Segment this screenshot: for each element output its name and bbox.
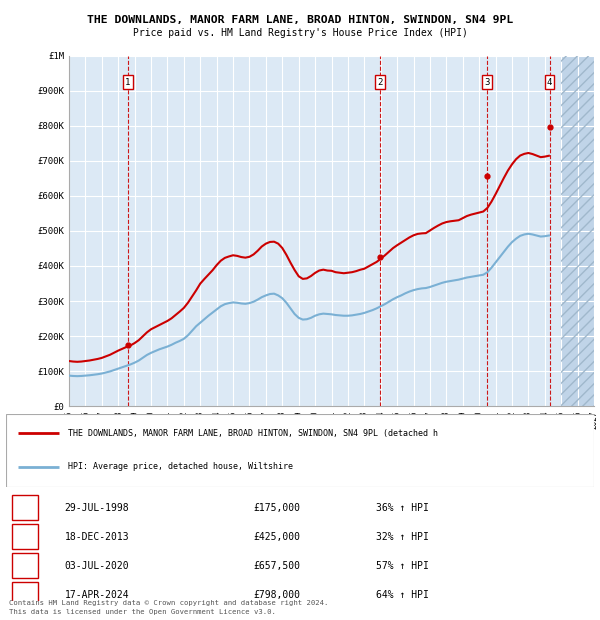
Text: £175,000: £175,000	[253, 503, 300, 513]
Text: THE DOWNLANDS, MANOR FARM LANE, BROAD HINTON, SWINDON, SN4 9PL (detached h: THE DOWNLANDS, MANOR FARM LANE, BROAD HI…	[68, 429, 438, 438]
Text: THE DOWNLANDS, MANOR FARM LANE, BROAD HINTON, SWINDON, SN4 9PL: THE DOWNLANDS, MANOR FARM LANE, BROAD HI…	[87, 16, 513, 25]
Text: 29-JUL-1998: 29-JUL-1998	[65, 503, 130, 513]
Text: 03-JUL-2020: 03-JUL-2020	[65, 560, 130, 570]
Text: 2: 2	[22, 532, 28, 542]
Text: 3: 3	[485, 78, 490, 87]
Text: 32% ↑ HPI: 32% ↑ HPI	[376, 532, 430, 542]
Text: £425,000: £425,000	[253, 532, 300, 542]
Text: 1: 1	[125, 78, 130, 87]
Text: Price paid vs. HM Land Registry's House Price Index (HPI): Price paid vs. HM Land Registry's House …	[133, 28, 467, 38]
Text: 18-DEC-2013: 18-DEC-2013	[65, 532, 130, 542]
FancyBboxPatch shape	[12, 554, 38, 578]
Text: 64% ↑ HPI: 64% ↑ HPI	[376, 590, 430, 600]
Text: 1: 1	[22, 503, 28, 513]
Text: £798,000: £798,000	[253, 590, 300, 600]
Bar	[561, 56, 594, 406]
Text: 3: 3	[22, 560, 28, 570]
Text: 4: 4	[22, 590, 28, 600]
Text: This data is licensed under the Open Government Licence v3.0.: This data is licensed under the Open Gov…	[9, 609, 276, 615]
Text: 4: 4	[547, 78, 552, 87]
Bar	[561, 56, 594, 406]
FancyBboxPatch shape	[12, 495, 38, 520]
FancyBboxPatch shape	[12, 582, 38, 607]
Text: 2: 2	[377, 78, 383, 87]
FancyBboxPatch shape	[6, 414, 594, 487]
Text: 36% ↑ HPI: 36% ↑ HPI	[376, 503, 430, 513]
Text: 17-APR-2024: 17-APR-2024	[65, 590, 130, 600]
Text: HPI: Average price, detached house, Wiltshire: HPI: Average price, detached house, Wilt…	[68, 463, 293, 471]
FancyBboxPatch shape	[12, 525, 38, 549]
Text: £657,500: £657,500	[253, 560, 300, 570]
Text: 57% ↑ HPI: 57% ↑ HPI	[376, 560, 430, 570]
Text: Contains HM Land Registry data © Crown copyright and database right 2024.: Contains HM Land Registry data © Crown c…	[9, 600, 328, 606]
